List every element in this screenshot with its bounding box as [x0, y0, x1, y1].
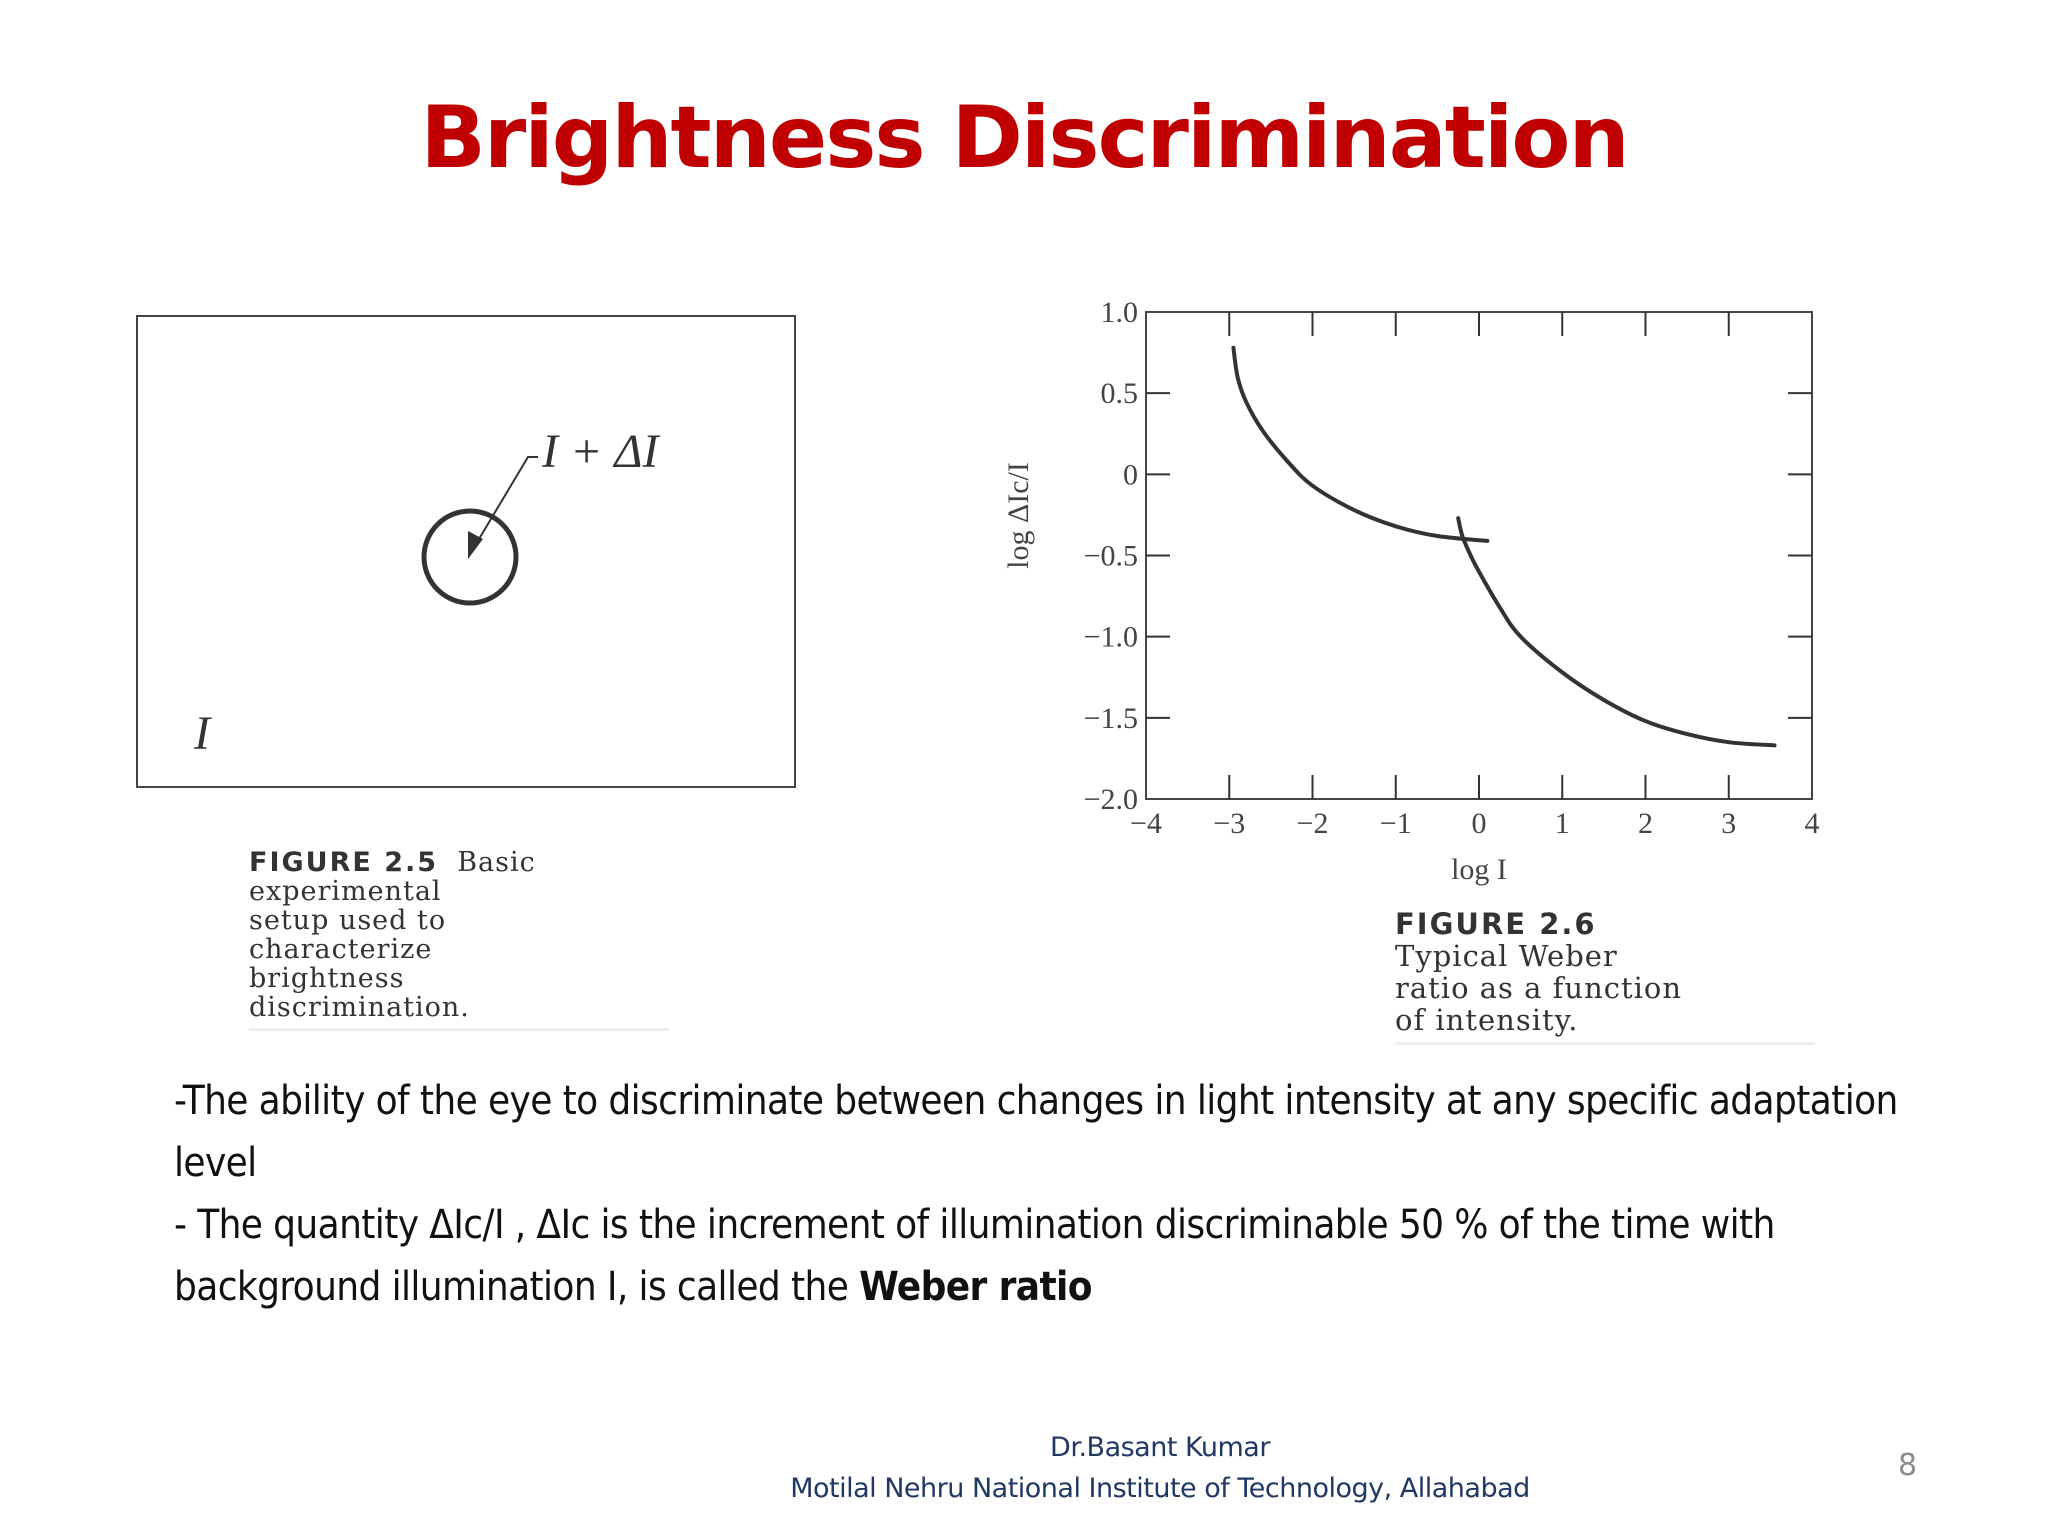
body-paragraph-2: - The quantity ΔIc/I , ΔIc is the increm… [174, 1202, 1775, 1310]
y-axis-label: log ΔIc/I [1002, 462, 1035, 569]
footer: Dr.Basant Kumar Motilal Nehru National I… [560, 1427, 1760, 1509]
y-tick-label: 0 [1123, 458, 1138, 491]
x-tick-label: −3 [1213, 807, 1245, 840]
x-tick-label: −1 [1380, 807, 1412, 840]
figure-2-6-caption: FIGURE 2.6 Typical Weber ratio as a func… [1395, 908, 1815, 1045]
body-text: -The ability of the eye to discriminate … [174, 1070, 1934, 1318]
x-tick-label: 0 [1472, 807, 1487, 840]
slide-title: Brightness Discrimination [420, 88, 1629, 188]
arrowhead-icon [468, 531, 483, 559]
weber-ratio-term: Weber ratio [859, 1264, 1092, 1310]
background-intensity-label: I [193, 707, 212, 760]
increment-label: I + ΔI [541, 425, 661, 478]
cone-curve [1456, 516, 1777, 748]
x-tick-label: 2 [1638, 807, 1653, 840]
figure-2-5-caption: FIGURE 2.5 Basic experimental setup used… [249, 848, 669, 1031]
body-paragraph-1: -The ability of the eye to discriminate … [174, 1078, 1898, 1186]
page-number: 8 [1898, 1448, 1918, 1483]
x-tick-label: 4 [1805, 807, 1820, 840]
figure-2-5-diagram: I + ΔI I [136, 315, 796, 788]
weber-ratio-chart: −4 −3 −2 −1 0 1 2 3 4 1.0 0.5 0 −0.5 −1.0 −1.5 −2.0 log … [1002, 296, 1820, 886]
y-tick-label: 1.0 [1101, 296, 1139, 329]
arrow-line [472, 456, 538, 550]
y-tick-label: −0.5 [1084, 540, 1138, 573]
caption-rule [1395, 1042, 1815, 1045]
footer-author: Dr.Basant Kumar [1050, 1432, 1270, 1463]
x-tick-label: 3 [1721, 807, 1736, 840]
figure-2-5-label: FIGURE 2.5 [249, 847, 439, 878]
x-tick-label: 1 [1555, 807, 1570, 840]
y-tick-label: −2.0 [1084, 783, 1138, 816]
rod-curve [1231, 345, 1490, 543]
y-tick-label: 0.5 [1101, 377, 1139, 410]
y-tick-label: −1.0 [1084, 621, 1138, 654]
y-tick-label: −1.5 [1084, 702, 1138, 735]
footer-institute: Motilal Nehru National Institute of Tech… [790, 1473, 1530, 1504]
test-circle-icon [421, 508, 519, 606]
experimental-setup-diagram: I + ΔI I [193, 425, 661, 760]
x-tick-label: −4 [1130, 807, 1162, 840]
x-axis-label: log I [1451, 853, 1507, 886]
caption-rule [249, 1028, 669, 1031]
plot-frame [1145, 311, 1813, 800]
x-tick-label: −2 [1297, 807, 1329, 840]
figure-2-6-label: FIGURE 2.6 [1395, 907, 1597, 941]
